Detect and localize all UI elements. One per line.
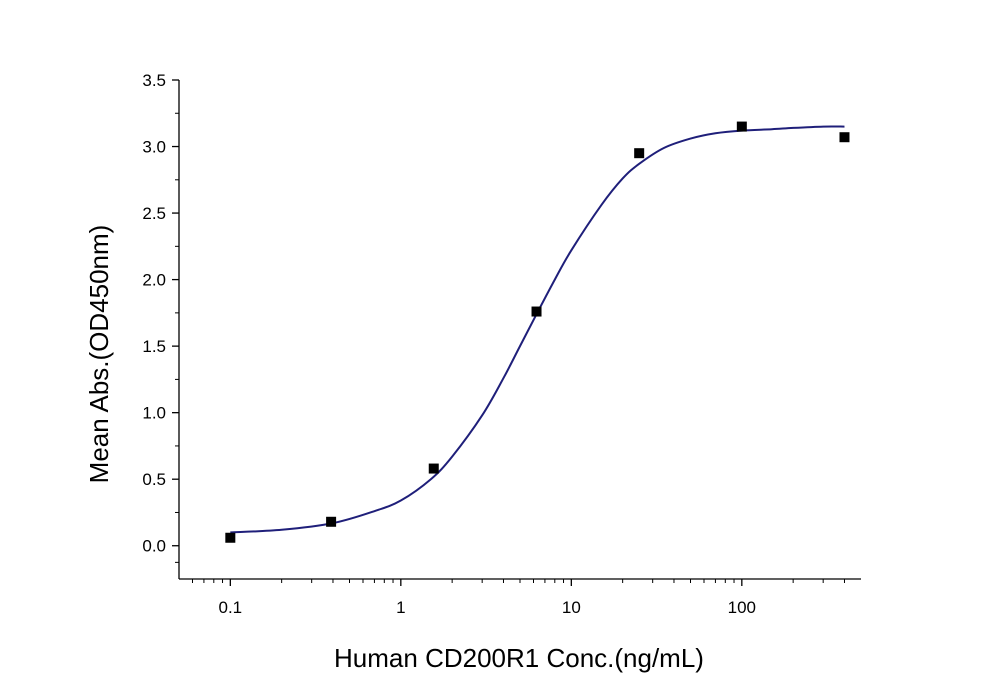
y-tick-label: 3.5 — [142, 71, 166, 90]
y-tick-label: 0.0 — [142, 537, 166, 556]
y-tick-label: 2.0 — [142, 271, 166, 290]
y-tick-label: 2.5 — [142, 204, 166, 223]
data-point — [225, 532, 236, 543]
data-point — [736, 121, 747, 132]
y-tick-label: 1.5 — [142, 337, 166, 356]
y-tick-label: 1.0 — [142, 404, 166, 423]
y-tick-label: 3.0 — [142, 138, 166, 157]
data-point — [326, 516, 337, 527]
y-axis-title: Mean Abs.(OD450nm) — [84, 225, 114, 484]
data-point — [531, 306, 542, 317]
data-points — [225, 121, 850, 543]
x-tick-label: 10 — [562, 598, 581, 617]
data-point — [428, 463, 439, 474]
x-tick-label: 100 — [728, 598, 756, 617]
axes: 0.0 0.5 1.0 1.5 2.0 2.5 3.0 3.5 0.1 1 10 100 — [142, 71, 861, 617]
fit-curve — [230, 125, 845, 534]
x-axis-title: Human CD200R1 Conc.(ng/mL) — [334, 643, 704, 673]
data-point — [634, 148, 645, 159]
x-tick-label: 0.1 — [219, 598, 243, 617]
y-tick-label: 0.5 — [142, 470, 166, 489]
x-tick-label: 1 — [396, 598, 405, 617]
data-point — [839, 132, 850, 143]
